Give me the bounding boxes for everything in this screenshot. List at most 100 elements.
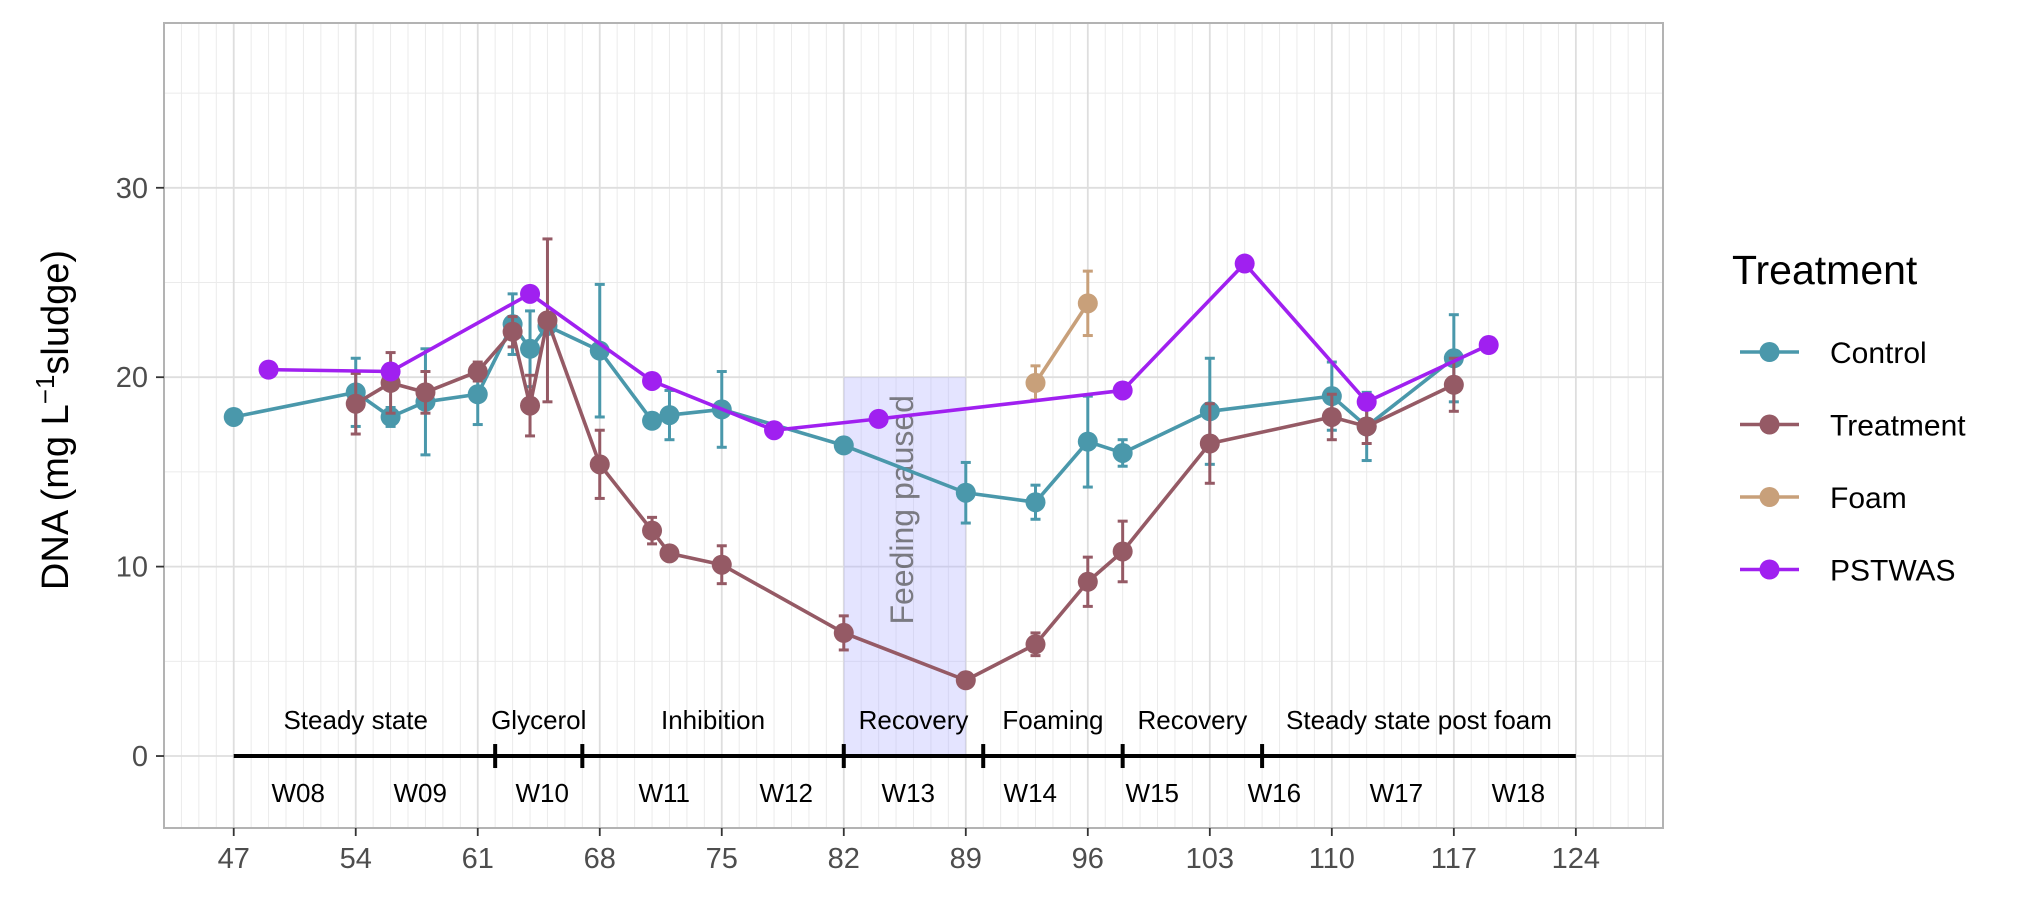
y-tick-label: 0 [132, 741, 148, 773]
phase-label: Glycerol [491, 705, 586, 735]
legend-item-pstwas: PSTWAS [1740, 555, 1956, 588]
y-tick-label: 30 [116, 173, 148, 205]
data-point [833, 435, 854, 456]
x-tick-label: 61 [462, 843, 494, 875]
legend-title: Treatment [1732, 247, 1918, 293]
y-axis-title-tail: sludge) [35, 250, 77, 375]
axes: 47 54 61 68 75 82 89 96 103 110 117 124 0 10 20 30 [116, 22, 1664, 875]
data-point [1025, 492, 1046, 513]
feeding-paused-label: Feeding paused [884, 395, 920, 625]
series-pstwas [258, 253, 1499, 441]
data-point [1112, 442, 1133, 463]
x-tick-label: 68 [584, 843, 616, 875]
week-label: W14 [1004, 778, 1057, 808]
legend-label: Control [1830, 337, 1927, 370]
week-label: W17 [1370, 778, 1423, 808]
data-point [642, 370, 663, 391]
data-point [520, 283, 541, 304]
series-foam [1025, 269, 1098, 402]
data-point [1077, 293, 1098, 314]
data-point [1025, 634, 1046, 655]
series-layer [223, 237, 1499, 691]
legend-label: Foam [1830, 482, 1907, 515]
week-label: W11 [638, 778, 690, 808]
legend-key-point [1759, 487, 1780, 507]
data-point [223, 406, 244, 427]
data-point [537, 310, 558, 331]
week-label: W16 [1248, 778, 1301, 808]
week-label: W13 [882, 778, 935, 808]
phase-label: Recovery [1137, 705, 1247, 735]
data-point [589, 454, 610, 475]
legend: Treatment Control Treatment Foam PSTWAS [1732, 247, 1966, 588]
data-point [502, 321, 523, 342]
data-point [1112, 541, 1133, 562]
data-point [467, 361, 488, 382]
phase-label: Steady state post foam [1286, 705, 1552, 735]
panel-border [163, 22, 1664, 829]
x-tick-label: 54 [340, 843, 372, 875]
data-point [1112, 380, 1133, 401]
y-tick-label: 20 [116, 362, 148, 394]
data-point [1077, 431, 1098, 452]
data-point [764, 420, 785, 441]
x-tick-label: 75 [706, 843, 738, 875]
data-point [1199, 433, 1220, 454]
x-tick-label: 110 [1309, 843, 1355, 875]
x-tick-label: 124 [1552, 843, 1600, 875]
x-tick-label: 96 [1072, 843, 1104, 875]
data-point [467, 384, 488, 405]
feeding-paused-region: Feeding paused [843, 377, 966, 757]
legend-item-control: Control [1740, 337, 1927, 370]
x-tick-label: 103 [1186, 843, 1234, 875]
data-point [659, 543, 680, 564]
y-axis-title: DNA (mg L−1sludge) [30, 250, 77, 590]
phase-label: Inhibition [661, 705, 765, 735]
y-axis-title-sup: −1 [30, 375, 60, 405]
data-point [1356, 416, 1377, 437]
x-tick-label: 47 [218, 843, 250, 875]
x-tick-label: 89 [950, 843, 982, 875]
phase-label: Steady state [283, 705, 428, 735]
y-axis-title-main: DNA (mg L [35, 404, 77, 590]
data-point [955, 482, 976, 503]
legend-key-point [1759, 559, 1780, 580]
phase-timeline: Steady state Glycerol Inhibition Recovery Fo… [233, 705, 1576, 808]
x-tick-label: 117 [1431, 843, 1477, 875]
data-point [1356, 391, 1377, 412]
legend-item-treatment: Treatment [1740, 410, 1966, 443]
data-point [1025, 372, 1046, 393]
data-point [520, 395, 541, 416]
x-tick-label: 82 [828, 843, 860, 875]
data-point [659, 405, 680, 426]
data-point [1478, 335, 1499, 355]
data-point [345, 393, 366, 414]
data-point [868, 408, 889, 429]
plot-panel [163, 23, 1664, 828]
data-point [258, 359, 279, 380]
data-point [1321, 406, 1342, 427]
data-point [833, 622, 854, 643]
legend-label: Treatment [1830, 410, 1966, 443]
legend-key-point [1759, 342, 1780, 362]
week-label: W10 [516, 778, 569, 808]
data-point [415, 382, 436, 403]
series-line [1034, 302, 1090, 384]
feeding-paused-rect [843, 377, 966, 757]
data-point [1234, 253, 1255, 274]
phase-label: Foaming [1002, 705, 1103, 735]
data-point [380, 361, 401, 382]
data-point [955, 670, 976, 691]
legend-item-foam: Foam [1740, 482, 1907, 515]
data-point [520, 338, 541, 359]
week-label: W09 [393, 778, 446, 808]
phase-label: Recovery [859, 705, 969, 735]
week-label: W12 [760, 778, 813, 808]
data-point [642, 520, 663, 541]
data-point [642, 410, 663, 431]
data-point [1443, 374, 1464, 395]
week-label: W15 [1126, 778, 1179, 808]
data-point [711, 554, 732, 575]
series-line [268, 261, 1490, 433]
